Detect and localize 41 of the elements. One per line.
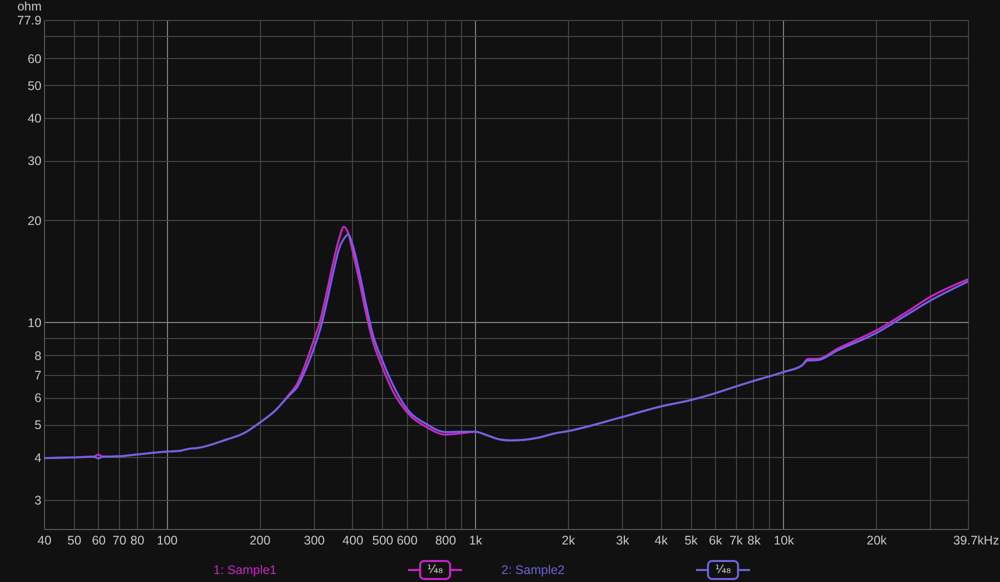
y-tick-label: 30 [28, 154, 42, 168]
x-tick-label: 39.7k [953, 534, 985, 548]
x-tick-label: 10k [774, 534, 795, 548]
x-tick-label: 600 [396, 534, 418, 548]
x-tick-label: 50 [67, 534, 82, 548]
y-tick-label: 10 [28, 316, 42, 330]
x-tick-label: 20k [866, 534, 888, 548]
y-tick-label: 5 [34, 418, 42, 432]
x-tick-label: 60 [92, 534, 106, 548]
x-tick-label: 800 [435, 534, 456, 548]
x-tick-label: 1k [468, 534, 483, 548]
x-tick-label: 400 [342, 534, 364, 548]
x-tick-label: 100 [156, 534, 178, 548]
x-tick-label: 500 [372, 534, 394, 548]
x-tick-label: 200 [250, 534, 270, 548]
text: 2: Sample2 [501, 563, 565, 577]
y-tick-label: 6 [34, 391, 42, 406]
text: ¹⁄₄₈ [715, 562, 732, 576]
y-tick-label: 60 [28, 52, 42, 66]
x-tick-label: 4k [654, 534, 669, 548]
y-tick-label: 8 [34, 348, 42, 363]
x-tick-label: 3k [616, 534, 630, 548]
y-tick-label: 3 [34, 493, 42, 508]
y-tick-label: 50 [28, 78, 42, 93]
x-tick-label: 70 [112, 534, 126, 548]
y-tick-label: 4 [34, 450, 42, 465]
x-tick-label: 8k [747, 534, 762, 548]
x-tick-label: 2k [562, 534, 576, 548]
y-axis-title: ohm [17, 0, 42, 14]
x-tick-label: 300 [304, 534, 325, 548]
y-tick-label: 7 [34, 368, 42, 382]
y-tick-label: 40 [28, 112, 42, 126]
text: ¹⁄₄₈ [427, 562, 444, 576]
x-tick-label: 7k [730, 534, 744, 548]
y-tick-label: 77.9 [17, 14, 42, 28]
x-axis-title: Hz [984, 534, 1000, 548]
x-tick-label: 6k [708, 534, 723, 548]
x-tick-label: 5k [684, 534, 698, 548]
text: 1: Sample1 [213, 563, 277, 577]
y-tick-label: 20 [28, 214, 42, 228]
x-tick-label: 80 [130, 534, 144, 548]
